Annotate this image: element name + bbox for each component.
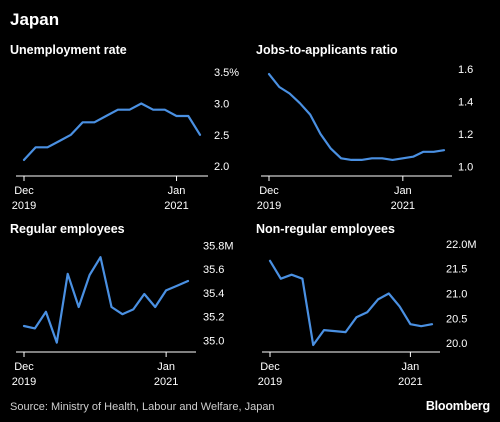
y-tick-label: 20.0 (446, 338, 467, 350)
y-tick-label: 21.5 (446, 264, 467, 276)
x-tick-label: Dec (14, 185, 34, 197)
chart-panel-2: Dec 2019 Jan 2021 35.8M 35.6 35.4 35.2 35.0 (12, 240, 234, 388)
series-line (22, 102, 202, 161)
page-title: Japan (10, 10, 60, 29)
y-tick-label: 35.8M (203, 240, 234, 252)
x-tick-label: 2021 (391, 200, 415, 212)
chart-panel-1: Dec 2019 Jan 2021 1.6 1.4 1.2 1.0 (257, 64, 474, 212)
y-tick-label: 2.0 (214, 161, 229, 173)
x-tick-label: Jan (157, 361, 175, 373)
y-tick-label: 35.2 (203, 312, 224, 324)
series-line (268, 259, 434, 347)
series-line (267, 72, 446, 161)
x-tick-label: 2019 (12, 200, 36, 212)
y-tick-label: 20.5 (446, 313, 467, 325)
y-tick-label: 3.5% (214, 67, 239, 79)
x-tick-label: 2019 (12, 376, 36, 388)
y-tick-label: 35.4 (203, 288, 224, 300)
chart-panel-0: Dec 2019 Jan 2021 3.5% 3.0 2.5 2.0 (12, 67, 240, 212)
y-tick-label: 3.0 (214, 98, 229, 110)
panel-title-jobs-ratio: Jobs-to-applicants ratio (256, 43, 398, 57)
y-tick-label: 2.5 (214, 130, 229, 142)
panel-title-nonregular: Non-regular employees (256, 222, 395, 236)
x-tick-label: Jan (394, 185, 412, 197)
x-tick-label: 2019 (258, 376, 282, 388)
y-tick-label: 22.0M (446, 239, 477, 251)
y-tick-label: 35.0 (203, 335, 224, 347)
panel-title-unemployment: Unemployment rate (10, 43, 127, 57)
y-tick-label: 1.0 (458, 161, 473, 173)
y-tick-label: 21.0 (446, 289, 467, 301)
series-line (22, 256, 190, 344)
x-tick-label: Dec (14, 361, 34, 373)
x-tick-label: 2021 (164, 200, 188, 212)
x-tick-label: 2021 (398, 376, 422, 388)
x-tick-label: Jan (402, 361, 420, 373)
x-tick-label: Dec (260, 361, 280, 373)
x-tick-label: Dec (259, 185, 279, 197)
chart-panel-3: Dec 2019 Jan 2021 22.0M 21.5 21.0 20.5 20.0 (258, 239, 477, 388)
x-tick-label: 2019 (257, 200, 281, 212)
x-tick-label: Jan (168, 185, 186, 197)
bloomberg-logo: Bloomberg (425, 399, 490, 413)
panel-title-regular: Regular employees (10, 222, 125, 236)
y-tick-label: 35.6 (203, 264, 224, 276)
y-tick-label: 1.4 (458, 97, 473, 109)
x-tick-label: 2021 (154, 376, 178, 388)
y-tick-label: 1.6 (458, 64, 473, 76)
source-note: Source: Ministry of Health, Labour and W… (10, 401, 275, 413)
y-tick-label: 1.2 (458, 129, 473, 141)
